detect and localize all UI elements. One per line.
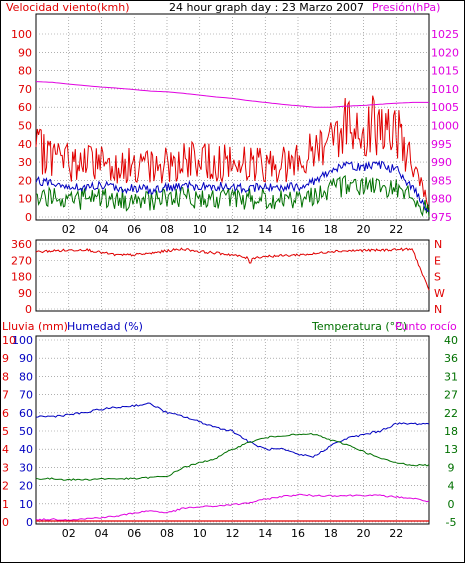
humidity-tick-label: 30 — [19, 461, 33, 474]
direction-tick-label: 180 — [11, 271, 32, 284]
x-tick-label: 12 — [226, 527, 240, 540]
x-tick-label: 20 — [357, 223, 371, 236]
pressure-tick-label: 980 — [431, 193, 452, 206]
humidity-tick-label: 60 — [19, 407, 33, 420]
humidity-tick-label: 20 — [19, 480, 33, 493]
pressure-tick-label: 990 — [431, 156, 452, 169]
temperature-tick-label: 40 — [444, 334, 458, 347]
temperature-tick-label: 0 — [448, 498, 455, 511]
x-tick-label: 10 — [193, 223, 207, 236]
wind-tick-label: 20 — [18, 174, 32, 187]
wind-speed-label: Velocidad viento(kmh) — [6, 1, 130, 14]
x-tick-label: 16 — [291, 223, 305, 236]
humidity-tick-label: 50 — [19, 425, 33, 438]
wind-tick-label: 50 — [18, 120, 32, 133]
rain-tick-label: 9 — [2, 352, 9, 365]
pressure-tick-label: 1020 — [431, 46, 459, 59]
humidity-tick-label: 0 — [26, 516, 33, 529]
x-tick-label: 08 — [160, 527, 174, 540]
compass-label: N — [434, 238, 442, 251]
temperature-tick-label: 31 — [444, 370, 458, 383]
x-tick-label: 22 — [389, 527, 403, 540]
wind-tick-label: 10 — [18, 193, 32, 206]
direction-tick-label: 0 — [25, 303, 32, 316]
temperature-tick-label: 22 — [444, 407, 458, 420]
direction-panel — [35, 239, 430, 312]
wind-tick-label: 60 — [18, 101, 32, 114]
temperature-label: Temperatura (°C) — [311, 320, 407, 333]
temperature-tick-label: 27 — [444, 389, 458, 402]
x-tick-label: 04 — [95, 223, 109, 236]
x-tick-label: 12 — [226, 223, 240, 236]
chart-title: 24 hour graph day : 23 Marzo 2007 — [169, 1, 364, 14]
pressure-tick-label: 1010 — [431, 83, 459, 96]
pressure-tick-label: 1005 — [431, 101, 459, 114]
humidity-tick-label: 80 — [19, 370, 33, 383]
x-tick-label: 16 — [291, 527, 305, 540]
series-line-humidity — [35, 402, 430, 458]
humidity-tick-label: 90 — [19, 352, 33, 365]
compass-label: N — [434, 303, 442, 316]
series-line-temperature — [35, 432, 430, 481]
direction-tick-label: 270 — [11, 254, 32, 267]
temperature-tick-label: 4 — [448, 480, 455, 493]
wind-tick-label: 0 — [25, 211, 32, 224]
x-tick-label: 14 — [258, 527, 272, 540]
x-tick-label: 20 — [357, 527, 371, 540]
wind-tick-label: 70 — [18, 83, 32, 96]
pressure-label: Presión(hPa) — [372, 1, 440, 14]
rain-tick-label: 7 — [2, 389, 9, 402]
x-tick-label: 02 — [62, 527, 76, 540]
temperature-tick-label: 18 — [444, 425, 458, 438]
pressure-tick-label: 1000 — [431, 120, 459, 133]
x-tick-label: 22 — [389, 223, 403, 236]
rain-tick-label: 3 — [2, 461, 9, 474]
temperature-tick-label: 9 — [448, 461, 455, 474]
rain-tick-label: 8 — [2, 370, 9, 383]
rain-tick-label: 1 — [2, 498, 9, 511]
dewpoint-label: Punto rocío — [395, 320, 457, 333]
rain-tick-label: 4 — [2, 443, 9, 456]
x-tick-label: 04 — [95, 527, 109, 540]
wind-tick-label: 80 — [18, 65, 32, 78]
rain-tick-label: 5 — [2, 425, 9, 438]
rain-tick-label: 6 — [2, 407, 9, 420]
rain-tick-label: 0 — [2, 516, 9, 529]
x-tick-label: 18 — [324, 527, 338, 540]
humidity-tick-label: 40 — [19, 443, 33, 456]
rain-tick-label: 2 — [2, 480, 9, 493]
direction-tick-label: 360 — [11, 238, 32, 251]
humidity-label: Humedad (%) — [67, 320, 143, 333]
x-tick-label: 06 — [127, 527, 141, 540]
pressure-tick-label: 975 — [431, 211, 452, 224]
compass-label: S — [434, 271, 441, 284]
humidity-tick-label: 10 — [19, 498, 33, 511]
pressure-tick-label: 1015 — [431, 65, 459, 78]
wind-tick-label: 30 — [18, 156, 32, 169]
rain-tick-label: 10 — [2, 334, 16, 347]
wind-tick-label: 100 — [11, 28, 32, 41]
compass-label: E — [434, 254, 441, 267]
temperature-tick-label: 36 — [444, 352, 458, 365]
x-tick-label: 18 — [324, 223, 338, 236]
wind-tick-label: 40 — [18, 138, 32, 151]
temperature-tick-label: 13 — [444, 443, 458, 456]
humidity-tick-label: 100 — [12, 334, 33, 347]
pressure-tick-label: 995 — [431, 138, 452, 151]
x-tick-label: 10 — [193, 527, 207, 540]
wind-tick-label: 90 — [18, 46, 32, 59]
direction-tick-label: 90 — [18, 287, 32, 300]
humidity-tick-label: 70 — [19, 389, 33, 402]
compass-label: W — [434, 287, 445, 300]
pressure-tick-label: 1025 — [431, 28, 459, 41]
rain-label: Lluvia (mm) — [2, 320, 68, 333]
temperature-tick-label: -5 — [446, 516, 457, 529]
x-tick-label: 02 — [62, 223, 76, 236]
x-tick-label: 14 — [258, 223, 272, 236]
pressure-tick-label: 985 — [431, 174, 452, 187]
x-tick-label: 08 — [160, 223, 174, 236]
x-tick-label: 06 — [127, 223, 141, 236]
